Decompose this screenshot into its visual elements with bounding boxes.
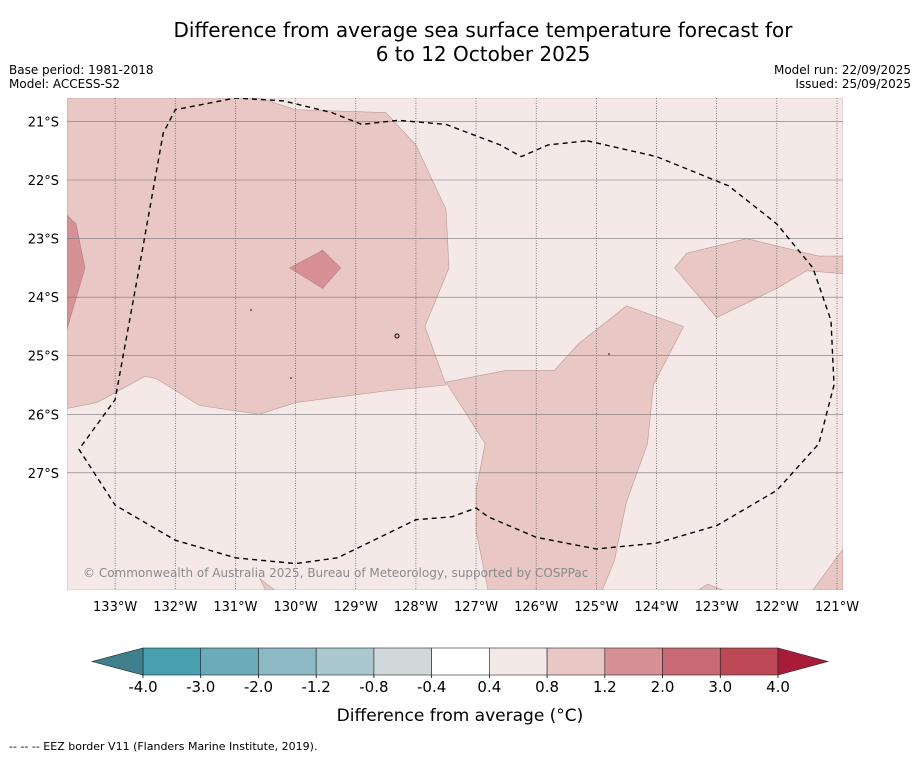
colorbar-tick-label: 3.0: [708, 678, 732, 696]
colorbar-tick-label: 2.0: [651, 678, 675, 696]
x-tick-label: 128°W: [394, 600, 438, 615]
colorbar-segment: [489, 647, 548, 676]
copyright-text: © Commonwealth of Australia 2025, Bureau…: [83, 566, 588, 580]
chart-title: Difference from average sea surface temp…: [0, 18, 919, 66]
colorbar-tick-label: -0.8: [359, 678, 388, 696]
x-tick-label: 129°W: [334, 600, 378, 615]
x-tick-label: 130°W: [274, 600, 318, 615]
colorbar-tick-label: 0.8: [535, 678, 559, 696]
colorbar-segment: [604, 647, 663, 676]
gridlines: [67, 98, 843, 590]
x-tick-label: 132°W: [153, 600, 197, 615]
base-period: Base period: 1981-2018: [9, 63, 154, 77]
colorbar-tick-label: -1.2: [302, 678, 331, 696]
anomaly-region: [288, 249, 342, 289]
small-marks: [250, 309, 610, 379]
title-line-2: 6 to 12 October 2025: [375, 42, 591, 66]
y-tick-label: 23°S: [28, 233, 59, 248]
x-tick-label: 123°W: [695, 600, 739, 615]
colorbar-segment: [719, 647, 779, 676]
y-axis-ticks: 21°S 22°S 23°S 24°S 25°S 26°S 27°S: [28, 115, 59, 481]
x-axis-ticks: 133°W 132°W 131°W 130°W 129°W 128°W 127°W 126°W…: [93, 600, 859, 615]
anomaly-region: [259, 578, 275, 590]
colorbar-segment: [200, 647, 259, 676]
anomaly-region: [67, 214, 86, 330]
colorbar-segment: [431, 647, 490, 676]
colorbar-over-arrow: [777, 647, 830, 676]
anomaly-region: [812, 548, 843, 590]
y-tick-label: 22°S: [28, 174, 59, 189]
colorbar-tick-label: -3.0: [186, 678, 215, 696]
x-tick-label: 126°W: [514, 600, 558, 615]
colorbar-segment: [662, 647, 721, 676]
y-tick-label: 24°S: [28, 291, 59, 306]
y-tick-label: 26°S: [28, 408, 59, 423]
colorbar: -4.0 -3.0 -2.0 -1.2 -0.8 -0.4 0.4 0.8 1.2 2.0 3.0 4…: [90, 647, 830, 696]
x-tick-label: 131°W: [213, 600, 257, 615]
island-dot: [290, 377, 292, 379]
anomaly-regions: [67, 98, 843, 590]
colorbar-tick-label: 4.0: [766, 678, 790, 696]
meta-left: Base period: 1981-2018 Model: ACCESS-S2: [9, 63, 154, 91]
x-tick-label: 121°W: [815, 600, 859, 615]
colorbar-segment: [258, 647, 317, 676]
colorbar-segment: [546, 647, 606, 676]
colorbar-tick-label: -2.0: [244, 678, 273, 696]
colorbar-tick-label: 0.4: [477, 678, 501, 696]
meta-right: Model run: 22/09/2025 Issued: 25/09/2025: [774, 63, 911, 91]
colorbar-segment: [315, 647, 375, 676]
y-tick-label: 21°S: [28, 115, 59, 130]
y-tick-label: 25°S: [28, 350, 59, 365]
y-tick-label: 27°S: [28, 467, 59, 482]
island-dot: [250, 309, 252, 311]
colorbar-segment: [142, 647, 202, 676]
title-line-1: Difference from average sea surface temp…: [173, 18, 793, 42]
x-tick-label: 127°W: [454, 600, 498, 615]
x-tick-label: 125°W: [574, 600, 618, 615]
eez-border: [78, 98, 835, 565]
eez-border-line: [78, 98, 835, 565]
x-tick-label: 133°W: [93, 600, 137, 615]
island-dot: [608, 353, 610, 355]
issued-date: Issued: 25/09/2025: [795, 77, 911, 91]
colorbar-tick-label: -4.0: [128, 678, 157, 696]
model-name: Model: ACCESS-S2: [9, 77, 121, 91]
colorbar-tick-label: -0.4: [417, 678, 446, 696]
anomaly-region: [67, 98, 450, 415]
colorbar-under-arrow: [90, 647, 144, 676]
colorbar-tick-label: 1.2: [593, 678, 617, 696]
colorbar-label: Difference from average (°C): [337, 706, 584, 726]
model-run: Model run: 22/09/2025: [773, 63, 911, 77]
x-tick-label: 124°W: [634, 600, 678, 615]
x-tick-label: 122°W: [755, 600, 799, 615]
colorbar-segment: [373, 647, 432, 676]
island-mark: [394, 333, 400, 339]
eez-footnote: -- -- -- EEZ border V11 (Flanders Marine…: [9, 740, 318, 753]
